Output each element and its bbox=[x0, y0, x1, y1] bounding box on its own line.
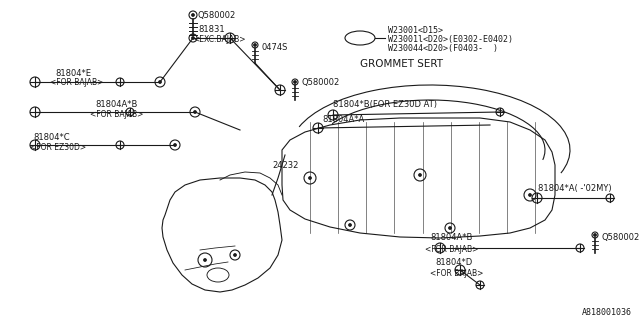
Text: <FOR EZ30D>: <FOR EZ30D> bbox=[30, 143, 86, 152]
Circle shape bbox=[308, 177, 312, 180]
Circle shape bbox=[234, 253, 237, 257]
Circle shape bbox=[294, 81, 296, 84]
Text: 0474S: 0474S bbox=[261, 43, 287, 52]
Text: <FOR BAJAB>: <FOR BAJAB> bbox=[425, 245, 478, 254]
Text: 81804*E: 81804*E bbox=[55, 69, 91, 78]
Text: A818001036: A818001036 bbox=[582, 308, 632, 317]
Text: 81804*B(FOR EZ30D AT): 81804*B(FOR EZ30D AT) bbox=[333, 100, 437, 109]
Text: <FOR BAJAB>: <FOR BAJAB> bbox=[50, 78, 104, 87]
Circle shape bbox=[159, 81, 161, 84]
Text: W23001<D15>: W23001<D15> bbox=[388, 26, 443, 35]
Text: 24232: 24232 bbox=[272, 161, 298, 170]
Text: <FOR BAJAB>: <FOR BAJAB> bbox=[430, 269, 483, 278]
Text: 81804A*A: 81804A*A bbox=[322, 115, 364, 124]
Text: <EXC.BAJAB>: <EXC.BAJAB> bbox=[193, 35, 246, 44]
Circle shape bbox=[349, 223, 351, 227]
Text: 81831: 81831 bbox=[198, 25, 225, 34]
Circle shape bbox=[253, 44, 257, 46]
Text: GROMMET SERT: GROMMET SERT bbox=[360, 59, 443, 69]
Circle shape bbox=[449, 227, 451, 229]
Circle shape bbox=[191, 13, 195, 17]
Text: 81804*A( -'02MY): 81804*A( -'02MY) bbox=[538, 184, 612, 193]
Circle shape bbox=[191, 36, 195, 39]
Circle shape bbox=[193, 110, 196, 114]
Circle shape bbox=[419, 173, 422, 177]
Text: 81804*D: 81804*D bbox=[435, 258, 472, 267]
Text: Q580002: Q580002 bbox=[302, 78, 340, 87]
Circle shape bbox=[593, 234, 596, 236]
Text: Q580002: Q580002 bbox=[601, 233, 639, 242]
Text: W230044<D20>(F0403-  ): W230044<D20>(F0403- ) bbox=[388, 44, 498, 53]
Text: <FOR BAJAB>: <FOR BAJAB> bbox=[90, 110, 143, 119]
Text: Q580002: Q580002 bbox=[198, 11, 236, 20]
Text: 81804A*B: 81804A*B bbox=[95, 100, 138, 109]
Text: 81804*C: 81804*C bbox=[33, 133, 70, 142]
Circle shape bbox=[529, 194, 531, 196]
Text: W23001l<D20>(E0302-E0402): W23001l<D20>(E0302-E0402) bbox=[388, 35, 513, 44]
Circle shape bbox=[173, 143, 177, 147]
Circle shape bbox=[204, 259, 207, 261]
Text: 81804A*B: 81804A*B bbox=[430, 233, 472, 242]
